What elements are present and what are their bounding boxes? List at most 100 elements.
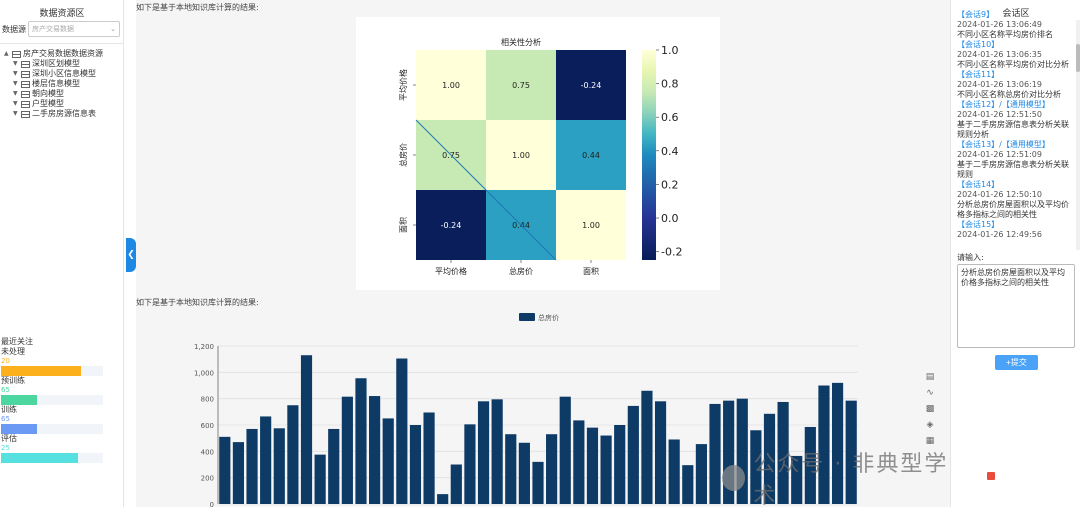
bar [845,400,857,504]
bar [273,428,285,504]
heatmap-cell-label: -0.24 [441,221,462,230]
session-scroll-thumb[interactable] [1076,44,1080,72]
bar [396,358,408,504]
bar [369,396,381,504]
caret-icon: ▼ [13,80,18,87]
session-name[interactable]: 【会话11】 [957,70,1000,79]
tree-item[interactable]: ▼ 朝向模型 [4,89,103,99]
session-name[interactable]: 【会话15】 [957,220,1000,229]
data-view-icon[interactable]: ▤ [925,372,935,382]
session-item[interactable]: 【会话10】 2024-01-26 13:06:35 不同小区名称平均房价对比分析 [957,40,1075,70]
line-chart-icon[interactable]: ∿ [926,388,934,398]
session-scrollbar[interactable] [1076,20,1080,250]
colorbar-tick-label: 0.4 [661,145,679,158]
bar-chart-icon[interactable]: ▩ [925,404,935,414]
bar [505,434,517,504]
heatmap-cell [556,190,626,260]
session-item[interactable]: 【会话9】 2024-01-26 13:06:49 不同小区名称平均房价排名 [957,10,1075,40]
session-query: 基于二手房房源信息表分析关联规则分析 [957,120,1069,139]
bar [600,435,612,504]
collapse-panel-button[interactable]: ❮ [126,238,136,272]
session-time: 2024-01-26 13:06:19 [957,80,1042,89]
session-name[interactable]: 【会话12】/【通用模型】 [957,100,1050,109]
watermark-text: 公众号 · 非典型学术 [753,452,949,507]
bar [477,401,490,504]
caret-icon: ▼ [13,90,18,97]
session-item[interactable]: 【会话14】 2024-01-26 12:50:10 分析总房价房屋面积以及平均价格… [957,180,1075,220]
session-item[interactable]: 【会话13】/【通用模型】 2024-01-26 12:51:09 基于二手房房源信… [957,140,1075,180]
tree-item-label: 楼层信息模型 [32,79,80,88]
recent-item: 评估 25 [1,434,123,463]
bar [559,396,571,504]
session-name[interactable]: 【会话9】 [957,10,995,19]
bar [246,428,258,504]
data-source-label: 数据源 [2,24,26,34]
session-name[interactable]: 【会话10】 [957,40,1000,49]
prompt-label: 请输入: [957,253,984,262]
tree-root-label: 房产交易数据数据资源 [23,49,103,58]
tree-item[interactable]: ▼ 深圳小区信息模型 [4,69,103,79]
data-source-select[interactable]: 房产交易数据 ⌄ [28,21,120,37]
session-item[interactable]: 【会话15】 2024-01-26 12:49:56 [957,220,1075,240]
caret-icon: ▼ [13,60,18,67]
heatmap-title: 相关性分析 [501,37,541,47]
bar [423,412,435,504]
progress-bar [1,424,103,434]
recent-item-count: 65 [1,386,10,394]
bar [287,405,299,504]
bar [314,454,326,504]
progress-fill [1,453,78,463]
chevron-down-icon: ⌄ [110,25,116,33]
tree-item-label: 朝向模型 [32,89,64,98]
colorbar [642,50,656,260]
session-item[interactable]: 【会话11】 2024-01-26 13:06:19 不同小区名称总房价对比分析 [957,70,1075,100]
heatmap-cell-label: 0.75 [512,81,530,90]
bar [709,403,721,504]
session-name[interactable]: 【会话13】/【通用模型】 [957,140,1050,149]
bar [341,396,353,504]
recent-item: 预训练 65 [1,376,123,405]
recent-header: 最近关注 [1,337,33,346]
bar [464,424,476,504]
table-icon [21,70,30,78]
session-item[interactable]: 【会话12】/【通用模型】 2024-01-26 12:51:50 基于二手房房源信… [957,100,1075,140]
x-tick-label: 总房价 [509,266,533,276]
progress-fill [1,424,37,434]
table-icon [21,110,30,118]
bar [736,398,748,504]
prompt-input[interactable] [957,264,1075,348]
tree-item[interactable]: ▼ 户型模型 [4,99,103,109]
tree-item[interactable]: ▼ 二手房房源信息表 [4,109,103,119]
recent-item-label: 评估 [1,434,17,443]
tree-item[interactable]: ▼ 深圳区划模型 [4,59,103,69]
bar [777,401,789,504]
heatmap-cell [556,120,626,190]
session-list: 【会话9】 2024-01-26 13:06:49 不同小区名称平均房价排名 【会话1… [957,10,1075,246]
recent-item: 未处理 20 [1,347,123,376]
tile-icon[interactable]: ▦ [925,436,935,446]
data-source-value: 房产交易数据 [32,25,74,33]
table-icon [21,60,30,68]
colorbar-tick-label: 1.0 [661,44,679,57]
stack-icon[interactable]: ◈ [926,420,934,430]
tree-item[interactable]: ▼ 楼层信息模型 [4,79,103,89]
bar [382,418,394,504]
caret-icon: ▼ [13,70,18,77]
panel-title: 数据资源区 [39,9,85,19]
heatmap-cell [416,50,486,120]
data-resource-panel: 数据资源区 数据源 房产交易数据 ⌄ ▲ 房产交易数据数据资源 ▼ 深圳区划模型 ▼… [0,0,124,507]
bar [491,399,503,504]
session-name[interactable]: 【会话14】 [957,180,1000,189]
bar [750,430,762,504]
table-icon [12,50,21,58]
y-tick-label: 600 [201,422,214,430]
legend-swatch [519,313,535,321]
session-time: 2024-01-26 12:51:50 [957,110,1042,119]
recent-item: 训练 65 [1,405,123,434]
heatmap-cell-label: -0.24 [581,81,602,90]
result-note-1: 如下是基于本地知识库计算的结果: [136,3,259,12]
submit-button[interactable]: +提交 [995,355,1038,370]
x-tick-label: 平均价格 [435,266,467,276]
tree-root[interactable]: ▲ 房产交易数据数据资源 [4,49,103,59]
bar [723,400,735,504]
